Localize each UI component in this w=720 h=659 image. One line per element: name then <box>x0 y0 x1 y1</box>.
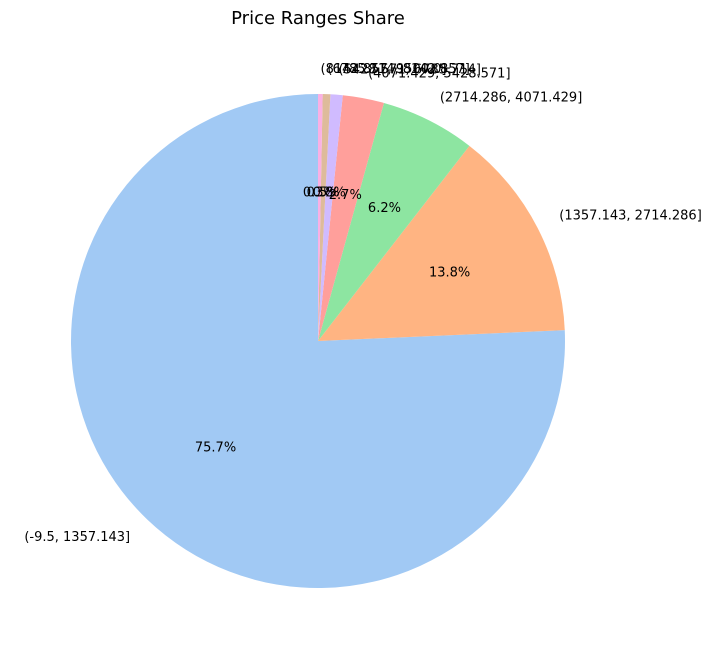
pie-slices <box>71 94 565 588</box>
slice-percent-label: 0.3% <box>303 185 336 200</box>
slice-category-label: (2714.286, 4071.429] <box>440 91 582 106</box>
slice-category-label: (8142.857, 9500.0] <box>321 62 447 77</box>
slice-category-label: (1357.143, 2714.286] <box>559 209 701 224</box>
slice-category-label: (-9.5, 1357.143] <box>24 530 130 545</box>
slice-percent-label: 6.2% <box>368 201 401 216</box>
chart-title: Price Ranges Share <box>231 8 405 29</box>
slice-percent-label: 13.8% <box>429 265 470 280</box>
slice-percent-label: 75.7% <box>195 441 236 456</box>
